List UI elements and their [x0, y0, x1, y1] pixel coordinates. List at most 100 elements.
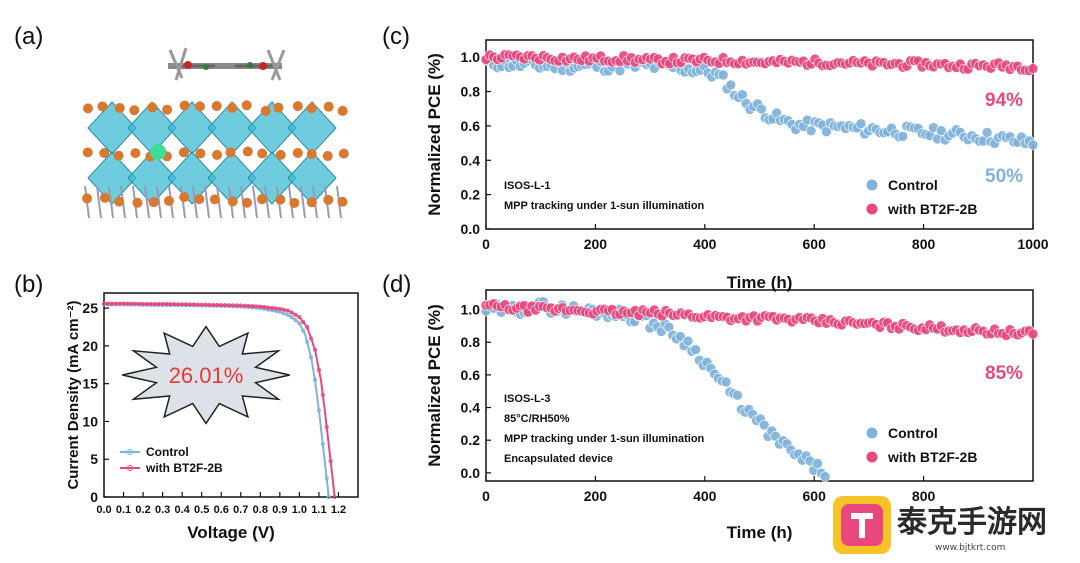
halide-atom	[323, 101, 334, 112]
plot-frame	[103, 292, 359, 498]
control-data-point	[674, 331, 686, 342]
y-tick-label: 0.4	[461, 400, 481, 416]
watermark-url: www.bjtkrt.com	[935, 543, 1005, 553]
halide-atom	[178, 147, 189, 158]
jv-point	[285, 308, 290, 313]
molecule-illustration	[168, 47, 286, 81]
halide-atom	[289, 197, 300, 208]
x-axis-label: Time (h)	[727, 273, 793, 292]
control-data-point	[725, 79, 737, 91]
x-tick-label: 400	[693, 488, 717, 504]
jv-line-control	[104, 303, 330, 498]
control-data-point	[821, 126, 832, 137]
x-tick-label: 0.1	[116, 504, 131, 516]
halide-atom	[241, 100, 252, 111]
control-data-point	[897, 131, 909, 142]
legend-marker	[866, 427, 878, 439]
halide-atom	[129, 105, 140, 116]
control-data-point	[682, 335, 694, 347]
condition-note: 85°C/RH50%	[504, 413, 570, 425]
jv-point	[305, 324, 310, 329]
jv-point	[313, 377, 318, 382]
jv-point	[227, 303, 232, 308]
y-tick-label: 0.6	[461, 367, 481, 383]
x-tick-label: 0	[482, 488, 490, 504]
halide-atom	[257, 194, 268, 205]
jv-point	[324, 425, 329, 430]
legend-marker	[866, 203, 878, 215]
octahedron	[247, 151, 297, 205]
jv-point	[160, 301, 165, 306]
jv-point	[176, 302, 181, 307]
jv-point	[195, 302, 200, 307]
control-data-point	[935, 125, 947, 136]
jv-point	[230, 303, 235, 308]
jv-point	[320, 392, 325, 397]
condition-note: ISOS-L-1	[504, 180, 550, 192]
jv-point	[309, 336, 314, 341]
halide-atom	[99, 147, 110, 158]
halide-atom	[227, 102, 238, 113]
legend-label-control: Control	[888, 425, 938, 441]
jv-point	[172, 302, 177, 307]
halide-atom	[114, 196, 125, 207]
halide-atom	[292, 101, 303, 112]
jv-point	[187, 302, 192, 307]
halide-atom	[275, 149, 286, 160]
end-value-bt2f: 85%	[985, 363, 1023, 384]
jv-point	[156, 301, 161, 306]
jv-point	[102, 301, 107, 306]
halide-atom	[292, 147, 303, 158]
halide-atom	[337, 196, 348, 207]
organic-cation	[156, 185, 162, 219]
jv-point	[125, 301, 130, 306]
efficiency-label: 26.01%	[169, 363, 244, 388]
jv-point	[326, 494, 331, 499]
organic-cation	[96, 185, 102, 219]
x-tick-label: 200	[584, 236, 608, 252]
halide-atom	[242, 146, 253, 157]
y-tick-label: 0.2	[461, 187, 481, 203]
halide-atom	[179, 192, 190, 203]
y-axis-label: Normalized PCE (%)	[425, 304, 444, 466]
condition-note: Encapsulated device	[504, 453, 613, 465]
control-data-point	[1027, 139, 1039, 151]
x-tick-label: 800	[912, 488, 936, 504]
y-tick-label: 5	[90, 451, 98, 467]
x-tick-label: 200	[584, 488, 608, 504]
jv-point	[184, 302, 189, 307]
jv-point	[109, 301, 114, 306]
jv-point	[316, 408, 321, 413]
efficiency-starburst	[122, 325, 290, 425]
jv-point	[281, 311, 286, 316]
y-tick-label: 0.8	[461, 84, 481, 100]
jv-point	[133, 301, 138, 306]
jv-point	[164, 302, 169, 307]
jv-point	[293, 318, 298, 323]
halide-atom	[113, 150, 124, 161]
jv-point	[273, 306, 278, 311]
panel-label-c: (c)	[382, 23, 410, 50]
jv-point	[168, 302, 173, 307]
y-tick-label: 1.0	[461, 49, 481, 65]
y-axis-label: Current Density (mA cm⁻²)	[65, 300, 82, 489]
x-tick-label: 1.2	[331, 504, 346, 516]
control-data-point	[819, 471, 831, 482]
halide-atom	[338, 148, 349, 159]
jv-point	[270, 305, 275, 310]
jv-point	[105, 301, 110, 306]
jv-point	[332, 494, 337, 499]
x-tick-label: 0.6	[214, 504, 229, 516]
y-tick-label: 0.2	[461, 432, 481, 448]
organic-cation	[180, 185, 186, 219]
jv-point	[238, 303, 243, 308]
x-tick-label: 600	[803, 488, 827, 504]
halide-atom	[195, 148, 206, 159]
y-tick-label: 0.4	[461, 152, 481, 168]
halide-atom	[260, 105, 271, 116]
x-tick-label: 1.1	[311, 504, 326, 516]
x-tick-label: 0.9	[272, 504, 287, 516]
jv-line-bt2f	[104, 302, 336, 498]
condition-note: MPP tracking under 1-sun illumination	[504, 200, 705, 212]
jv-point	[242, 303, 247, 308]
